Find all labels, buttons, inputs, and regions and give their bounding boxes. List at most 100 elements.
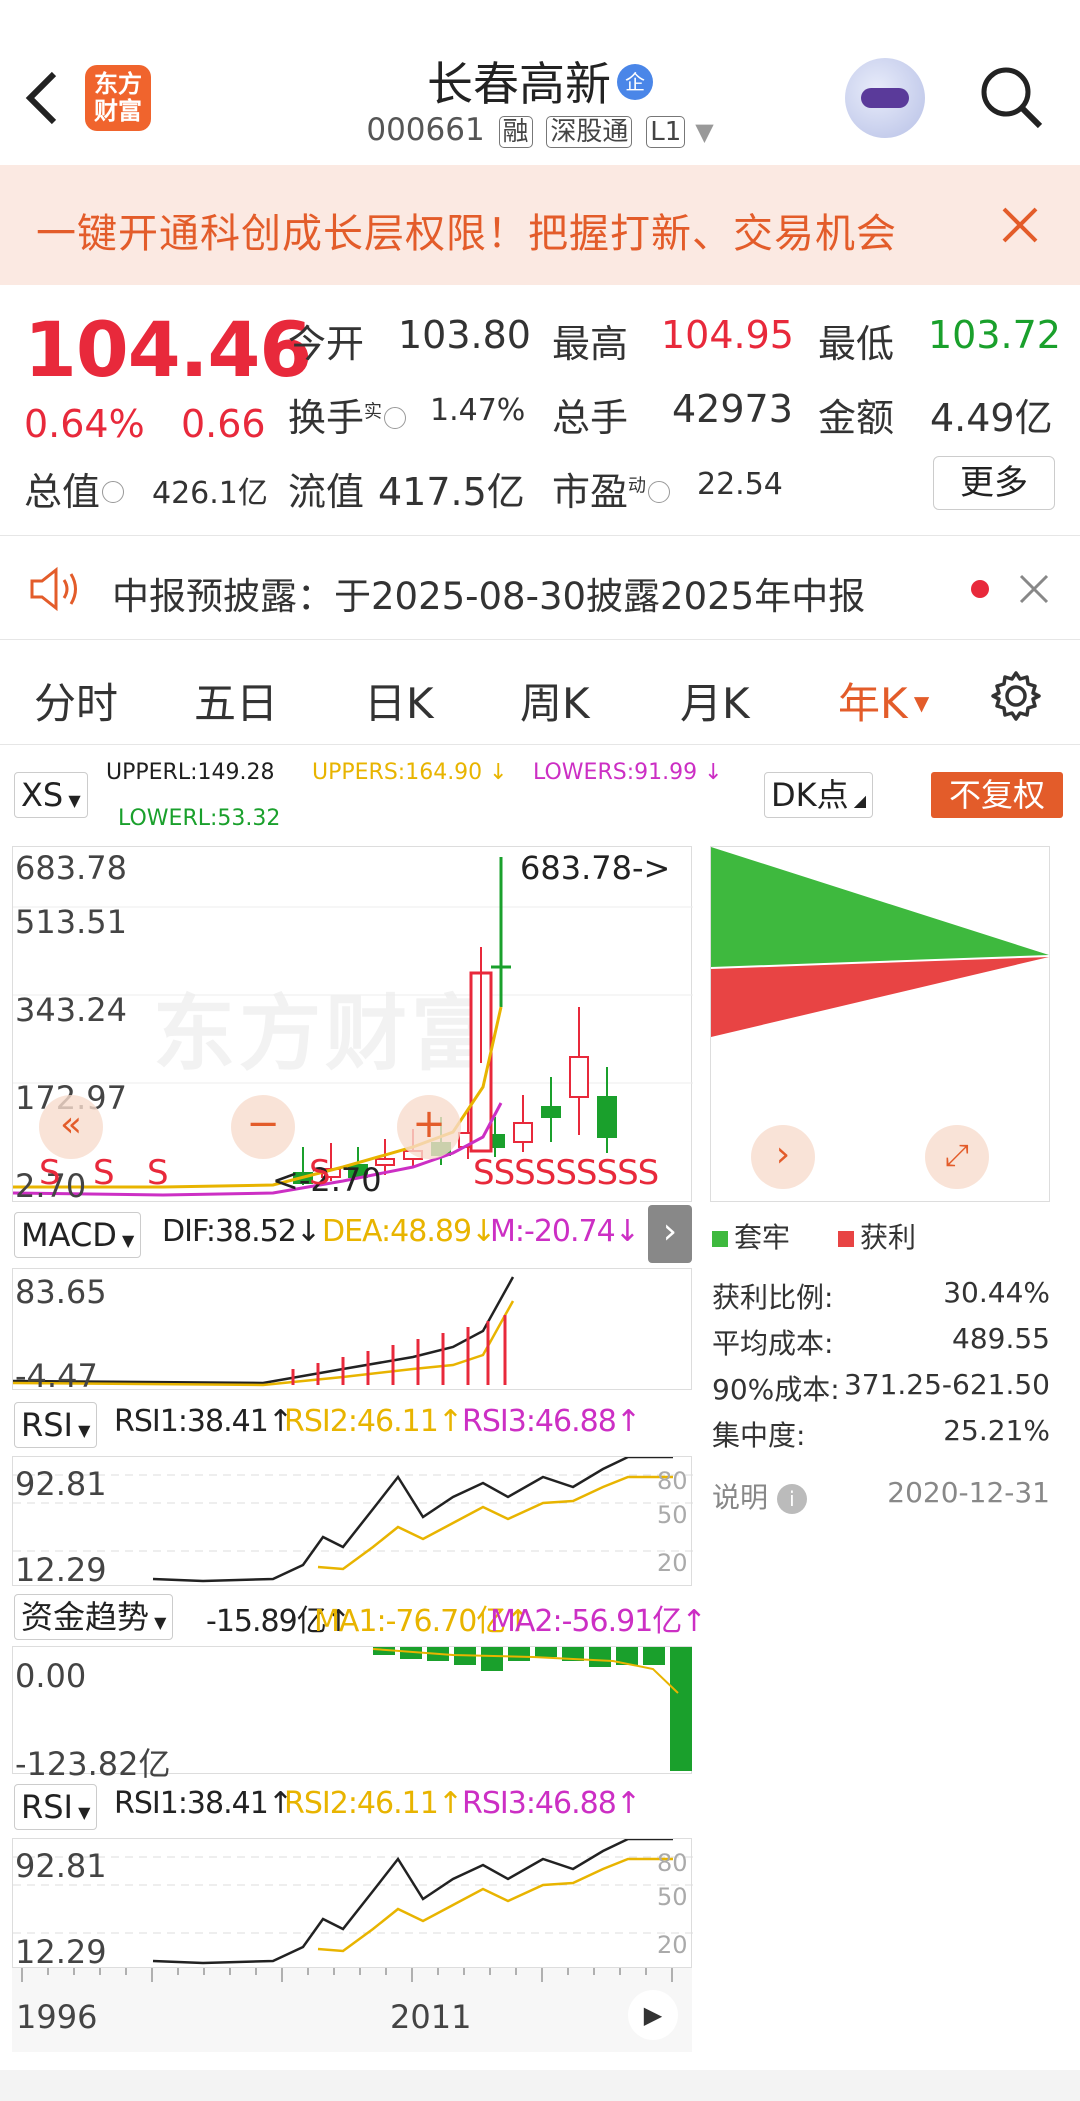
notice-text[interactable]: 中报预披露：于2025-08-30披露2025年中报 bbox=[112, 575, 866, 618]
chip-note[interactable]: 说明 i bbox=[712, 1476, 807, 1516]
scroll-left-button[interactable]: « bbox=[39, 1095, 103, 1159]
expand-icon[interactable]: ⤢ bbox=[925, 1125, 989, 1189]
rsi1-value: RSI1:38.41↑ bbox=[114, 1786, 293, 1821]
y-axis-tick: 513.51 bbox=[15, 903, 127, 941]
y-axis-max: 683.78 bbox=[15, 849, 127, 887]
gear-icon[interactable] bbox=[990, 670, 1042, 722]
stock-name: 长春高新 bbox=[427, 57, 611, 111]
xs-selector[interactable]: XS ▼ bbox=[14, 772, 88, 818]
mktcap-label: 总值 bbox=[24, 461, 126, 516]
change-percent: 0.64% bbox=[24, 402, 145, 446]
min-marker: <-2.70 bbox=[272, 1161, 382, 1199]
zoom-out-button[interactable]: − bbox=[231, 1095, 295, 1159]
promo-banner[interactable]: 一键开通科创成长层权限！把握打新、交易机会 bbox=[0, 165, 1080, 285]
tab-monthly-k[interactable]: 月K bbox=[680, 679, 750, 728]
macd-dif: DIF:38.52↓ bbox=[162, 1214, 321, 1249]
chip-plot bbox=[711, 847, 1049, 1037]
rsi-chart[interactable]: 92.81 12.29 80 50 20 bbox=[12, 1838, 693, 1971]
rsi-selector[interactable]: RSI ▼ bbox=[14, 1402, 98, 1448]
rsi-plot bbox=[13, 1457, 693, 1583]
tab-five-day[interactable]: 五日 bbox=[194, 679, 279, 728]
change-amount: 0.66 bbox=[181, 402, 266, 446]
upperl-value: UPPERL:149.28 bbox=[106, 760, 275, 785]
tab-intraday[interactable]: 分时 bbox=[34, 679, 119, 728]
zoom-in-button[interactable]: + bbox=[397, 1095, 461, 1159]
tag-connect: 深股通 bbox=[546, 116, 633, 148]
fund-bar bbox=[643, 1647, 665, 1665]
chevron-right-icon[interactable]: › bbox=[751, 1125, 815, 1189]
fund-bar bbox=[562, 1647, 584, 1661]
chip-90-cost-label: 90%成本: bbox=[712, 1373, 840, 1406]
legend-trapped: 套牢 bbox=[712, 1216, 790, 1256]
x-axis-mid: 2011 bbox=[390, 1998, 472, 2036]
fund-trend-selector[interactable]: 资金趋势 ▼ bbox=[14, 1594, 174, 1640]
lowers-value: LOWERS:91.99 ↓ bbox=[533, 760, 723, 785]
fund-trend-chart[interactable]: 0.00 -123.82亿 bbox=[12, 1646, 692, 1783]
expand-panel-button[interactable]: › bbox=[648, 1205, 692, 1263]
enterprise-badge: 企 bbox=[617, 63, 653, 100]
dk-selector[interactable]: DK点 ◢ bbox=[764, 772, 874, 818]
rsi-level-80: 80 bbox=[657, 1467, 688, 1495]
rsi2-value: RSI2:46.11↑ bbox=[284, 1404, 463, 1439]
rsi-chart[interactable]: 92.81 12.29 80 50 20 bbox=[12, 1456, 693, 1589]
tab-weekly-k[interactable]: 周K bbox=[520, 679, 590, 728]
max-marker: 683.78-> bbox=[520, 849, 671, 887]
rsi-level-80: 80 bbox=[657, 1849, 688, 1877]
chip-profit-ratio: 30.44% bbox=[943, 1276, 1050, 1309]
speaker-icon bbox=[30, 566, 77, 612]
close-icon[interactable] bbox=[1018, 573, 1050, 605]
signal-label: S bbox=[93, 1153, 115, 1193]
tag-margin: 融 bbox=[498, 116, 533, 148]
fund-value: -15.89亿↑ bbox=[206, 1604, 351, 1639]
adjust-toggle[interactable]: 不复权 bbox=[931, 772, 1063, 818]
watermark: 东方财富 bbox=[153, 987, 498, 1082]
float-value: 417.5亿 bbox=[378, 470, 525, 514]
play-icon[interactable]: ▶ bbox=[628, 1990, 678, 2040]
rsi-level-20: 20 bbox=[657, 1549, 688, 1577]
tab-yearly-k[interactable]: 年K ▼ bbox=[838, 679, 930, 728]
rsi-y-max: 92.81 bbox=[15, 1847, 107, 1885]
app-logo: 东方 财富 bbox=[85, 65, 151, 131]
chip-concentration-label: 集中度: bbox=[712, 1419, 806, 1452]
stock-code-row[interactable]: 000661 融 深股通 L1 ▼ bbox=[0, 112, 1080, 148]
close-icon[interactable] bbox=[1000, 205, 1040, 245]
dif-line bbox=[13, 1276, 515, 1385]
low-value: 103.72 bbox=[928, 313, 1061, 357]
chip-concentration: 25.21% bbox=[943, 1414, 1050, 1447]
assistant-avatar[interactable] bbox=[845, 58, 925, 138]
mktcap-value: 426.1亿 bbox=[152, 476, 268, 511]
macd-dea: DEA:48.89↓ bbox=[322, 1214, 496, 1249]
volume-label: 总手 bbox=[552, 396, 629, 440]
rsi2-line bbox=[317, 1475, 673, 1571]
rsi3-value: RSI3:46.88↑ bbox=[462, 1786, 641, 1821]
rsi-selector[interactable]: RSI ▼ bbox=[14, 1784, 98, 1830]
more-button[interactable]: 更多 bbox=[933, 456, 1055, 510]
stock-title: 长春高新企 bbox=[0, 48, 1080, 114]
promo-text[interactable]: 一键开通科创成长层权限！把握打新、交易机会 bbox=[36, 211, 897, 257]
open-value: 103.80 bbox=[398, 313, 531, 357]
lower-band-line bbox=[13, 1102, 503, 1197]
fund-bar bbox=[508, 1647, 530, 1661]
y-axis-min: 2.70 bbox=[15, 1167, 87, 1205]
search-icon[interactable] bbox=[978, 64, 1044, 130]
back-arrow-icon[interactable] bbox=[22, 68, 62, 128]
last-price: 104.46 bbox=[24, 305, 312, 394]
candle-body bbox=[513, 1122, 533, 1143]
chip-distribution-chart[interactable]: › ⤢ bbox=[710, 846, 1050, 1202]
macd-selector[interactable]: MACD ▼ bbox=[14, 1212, 142, 1258]
tab-daily-k[interactable]: 日K bbox=[364, 679, 434, 728]
tag-level: L1 bbox=[646, 116, 686, 148]
rsi-y-min: 12.29 bbox=[15, 1551, 107, 1589]
rsi1-line bbox=[152, 1839, 673, 1965]
fund-bar bbox=[373, 1647, 395, 1655]
fund-y-max: 0.00 bbox=[15, 1657, 87, 1695]
rsi2-value: RSI2:46.11↑ bbox=[284, 1786, 463, 1821]
macd-m: M:-20.74↓ bbox=[490, 1214, 640, 1249]
macd-chart[interactable]: 83.65 -4.47 bbox=[12, 1268, 692, 1395]
info-icon bbox=[102, 480, 125, 503]
info-icon bbox=[648, 480, 671, 503]
lowerl-value: LOWERL:53.32 bbox=[118, 806, 281, 831]
notice-bar[interactable]: 中报预披露：于2025-08-30披露2025年中报 bbox=[0, 535, 1080, 640]
kline-chart[interactable]: 东方财富 683.78 513.51 343.24 172.97 2.70 68… bbox=[12, 846, 693, 1205]
chevron-down-icon[interactable]: ▼ bbox=[695, 118, 714, 146]
